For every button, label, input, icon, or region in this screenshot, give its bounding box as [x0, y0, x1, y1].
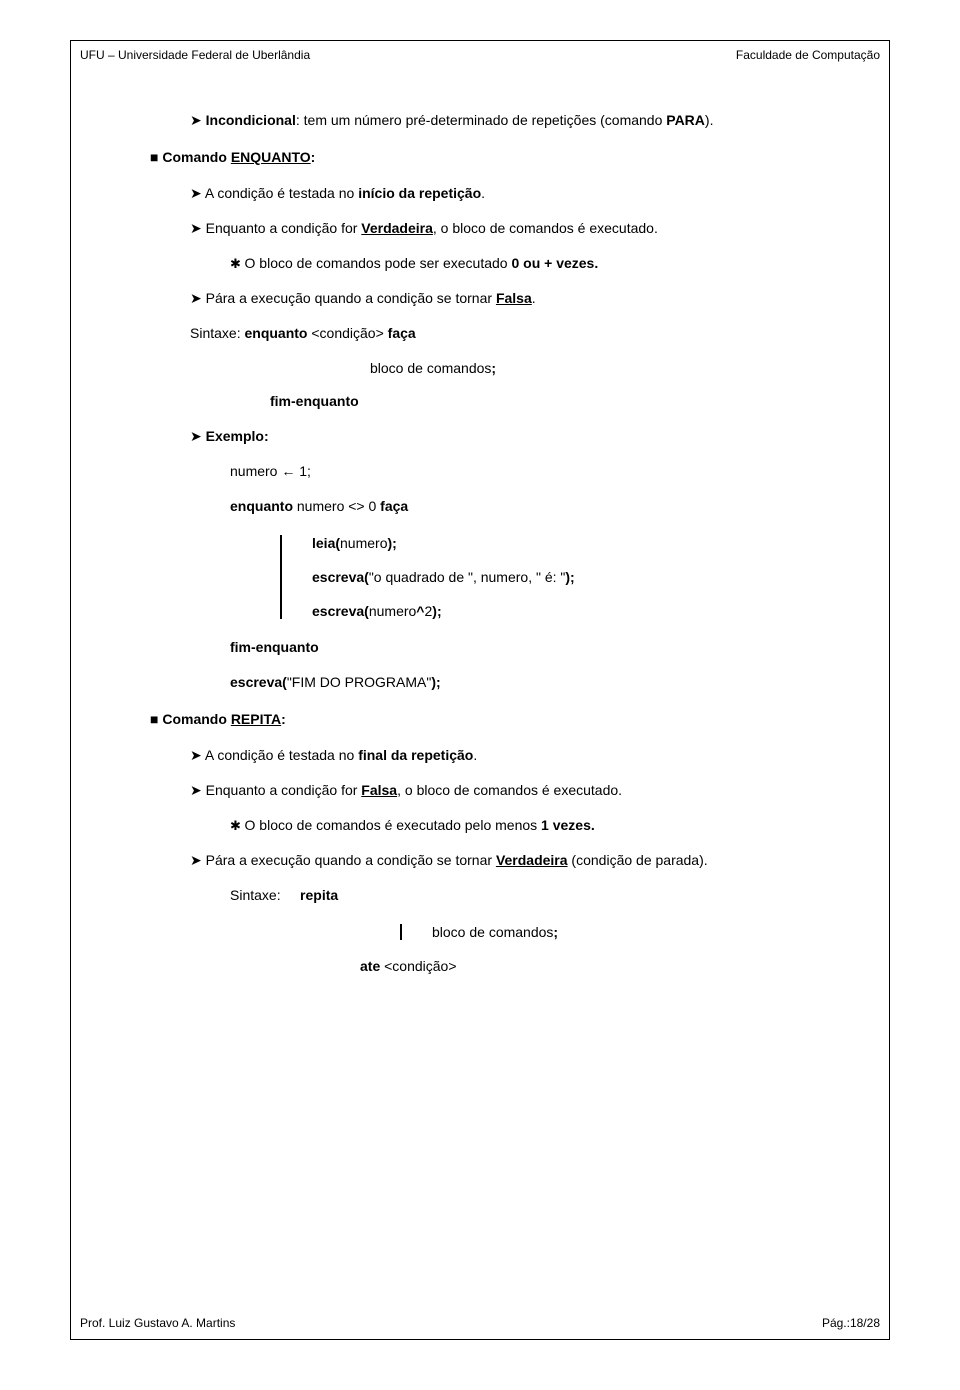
semi: ;: [553, 924, 558, 940]
colon: :: [281, 711, 286, 727]
rep-bullet-1: A condição é testada no final da repetiç…: [190, 745, 850, 766]
arg: "FIM DO PROGRAMA": [287, 674, 432, 690]
footer-right: Pág.:18/28: [822, 1316, 880, 1330]
inicio-bold: início da repetição: [358, 185, 481, 201]
ex-escreva-3: escreva("FIM DO PROGRAMA");: [230, 672, 850, 693]
ex-line-1: numero ← 1;: [230, 461, 850, 482]
header-left: UFU – Universidade Federal de Uberlândia: [80, 48, 310, 62]
close: );: [431, 674, 440, 690]
enq-kw: enquanto: [230, 498, 297, 514]
rep-star-1: O bloco de comandos é executado pelo men…: [230, 815, 850, 836]
ate-line: ate <condição>: [360, 958, 850, 974]
close-paren: ).: [705, 112, 714, 128]
enq-bullet-2: Enquanto a condição for Verdadeira, o bl…: [190, 218, 850, 239]
exemplo-label: Exemplo:: [206, 428, 269, 444]
repita-title: REPITA: [231, 711, 281, 727]
sintaxe-repita: Sintaxe: repita: [230, 885, 850, 906]
ex-escreva-1: escreva("o quadrado de ", numero, " é: "…: [312, 569, 850, 585]
dot: .: [481, 185, 485, 201]
verdadeira: Verdadeira: [361, 220, 433, 236]
code-block-repita: bloco de comandos;: [400, 924, 850, 940]
ate-cond: <condição>: [384, 958, 456, 974]
esc-kw: escreva(: [312, 569, 369, 585]
cond: <condição>: [311, 325, 383, 341]
text: Pára a execução quando a condição se tor…: [206, 852, 496, 868]
cmd-label: Comando: [162, 711, 230, 727]
close: );: [387, 535, 396, 551]
ex-escreva-2: escreva(numero^2);: [312, 603, 850, 619]
fim-enquanto-1: fim-enquanto: [270, 391, 850, 412]
para-label: PARA: [666, 112, 705, 128]
incondicional-label: Incondicional: [206, 112, 296, 128]
ex-line-2: enquanto numero <> 0 faça: [230, 496, 850, 517]
close: );: [565, 569, 574, 585]
enq-bullet-1: A condição é testada no início da repeti…: [190, 183, 850, 204]
text: bloco de comandos: [432, 924, 553, 940]
text: A condição é testada no: [205, 185, 358, 201]
cond: numero <> 0: [297, 498, 380, 514]
close: );: [432, 603, 441, 619]
arg: "o quadrado de ", numero, " é: ": [369, 569, 566, 585]
dot: .: [473, 747, 477, 763]
faca-kw: faça: [384, 325, 416, 341]
esc-kw: escreva(: [230, 674, 287, 690]
document-page: UFU – Universidade Federal de Uberlândia…: [0, 0, 960, 1390]
text: O bloco de comandos pode ser executado: [245, 255, 512, 271]
heading-enquanto: Comando ENQUANTO:: [150, 149, 850, 165]
dot: .: [532, 290, 536, 306]
enquanto-title: ENQUANTO: [231, 149, 311, 165]
rep-bullet-2: Enquanto a condição for Falsa, o bloco d…: [190, 780, 850, 801]
fim-enquanto-2: fim-enquanto: [230, 637, 850, 658]
sintaxe-enquanto: Sintaxe: enquanto <condição> faça: [190, 323, 850, 344]
text: A condição é testada no: [205, 747, 358, 763]
bloco-cmd-1: bloco de comandos;: [370, 358, 850, 379]
falsa: Falsa: [496, 290, 532, 306]
heading-repita: Comando REPITA:: [150, 711, 850, 727]
bloco-cmd-2: bloco de comandos;: [432, 924, 850, 940]
semi: ;: [491, 360, 496, 376]
esc-kw: escreva(: [312, 603, 369, 619]
text: Enquanto a condição for: [206, 782, 362, 798]
ex-leia: leia(numero);: [312, 535, 850, 551]
content-area: Incondicional: tem um número pré-determi…: [80, 110, 880, 974]
final-bold: final da repetição: [358, 747, 473, 763]
sintaxe-label: Sintaxe:: [230, 887, 284, 903]
text: Enquanto a condição for: [206, 220, 362, 236]
bullet-incondicional: Incondicional: tem um número pré-determi…: [190, 110, 850, 131]
falsa: Falsa: [361, 782, 397, 798]
exemplo-heading: Exemplo:: [190, 426, 850, 447]
footer-left: Prof. Luiz Gustavo A. Martins: [80, 1316, 235, 1330]
text2: , o bloco de comandos é executado.: [397, 782, 622, 798]
verdadeira: Verdadeira: [496, 852, 568, 868]
enq-star-1: O bloco de comandos pode ser executado 0…: [230, 253, 850, 274]
code-block-enquanto: leia(numero); escreva("o quadrado de ", …: [280, 535, 850, 619]
cmd-label: Comando: [162, 149, 230, 165]
text: Pára a execução quando a condição se tor…: [206, 290, 496, 306]
text2: (condição de parada).: [568, 852, 708, 868]
faca-kw: faça: [380, 498, 408, 514]
arg1: numero: [369, 603, 416, 619]
fim-enq-kw: fim-enquanto: [230, 639, 319, 655]
colon: :: [311, 149, 316, 165]
text: O bloco de comandos é executado pelo men…: [245, 817, 542, 833]
text2: , o bloco de comandos é executado.: [433, 220, 658, 236]
header-right: Faculdade de Computação: [736, 48, 880, 62]
arg: numero: [340, 535, 387, 551]
rep-bullet-3: Pára a execução quando a condição se tor…: [190, 850, 850, 871]
enq-bullet-3: Pára a execução quando a condição se tor…: [190, 288, 850, 309]
ate-kw: ate: [360, 958, 384, 974]
fim-enq-kw: fim-enquanto: [270, 393, 359, 409]
enquanto-kw: enquanto: [244, 325, 311, 341]
leia-kw: leia(: [312, 535, 340, 551]
incondicional-rest: : tem um número pré-determinado de repet…: [296, 112, 666, 128]
sintaxe-label: Sintaxe:: [190, 325, 244, 341]
bold: 1 vezes.: [541, 817, 595, 833]
text: bloco de comandos: [370, 360, 491, 376]
bold: 0 ou + vezes.: [511, 255, 598, 271]
repita-kw: repita: [300, 887, 338, 903]
